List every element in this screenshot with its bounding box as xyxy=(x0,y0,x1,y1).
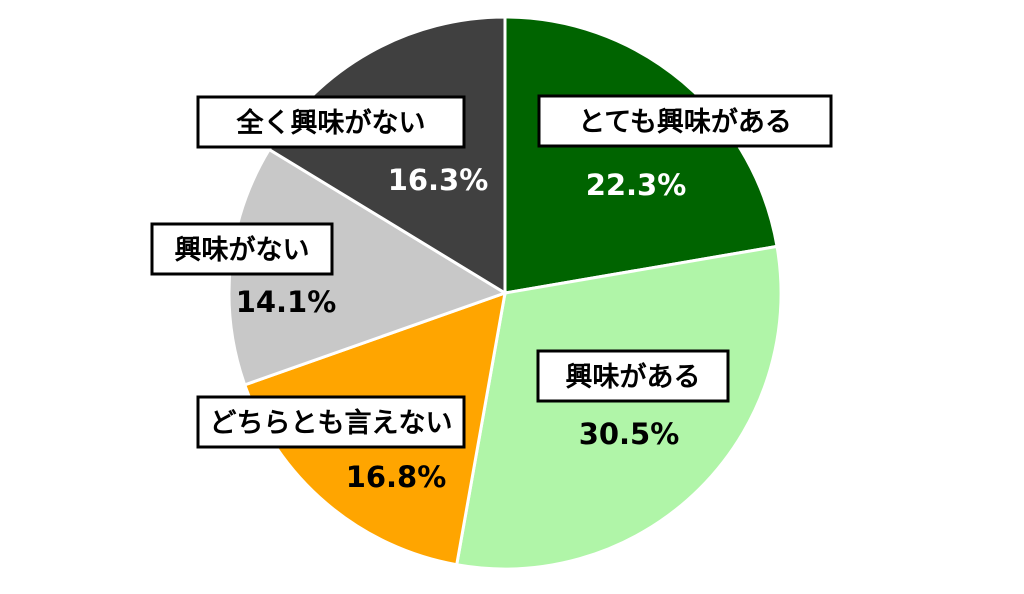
category-label-box-4 xyxy=(150,222,334,276)
category-label-3: どちらとも言えない xyxy=(210,408,453,439)
value-label-2: 30.5% xyxy=(579,417,680,451)
value-label-5: 16.3% xyxy=(388,163,489,197)
pie-slice-2 xyxy=(454,244,783,571)
category-label-1: とても興味がある xyxy=(578,106,792,138)
value-label-4: 14.1% xyxy=(236,285,337,319)
category-label-5: 全く興味がない xyxy=(236,107,426,139)
category-label-box-1 xyxy=(537,94,833,148)
category-label-box-2 xyxy=(536,349,730,403)
pie-labels: とても興味がある 22.3% 興味がある 30.5% どちらとも言えない 16.8% 興味が… xyxy=(150,94,833,494)
value-label-3: 16.8% xyxy=(346,460,447,494)
category-label-2: 興味がある xyxy=(566,361,701,393)
pie-slice-1 xyxy=(503,15,779,295)
category-label-box-5 xyxy=(196,95,466,149)
value-label-1: 22.3% xyxy=(586,168,687,202)
category-label-box-3 xyxy=(196,395,466,449)
category-label-4: 興味がない xyxy=(175,234,310,266)
